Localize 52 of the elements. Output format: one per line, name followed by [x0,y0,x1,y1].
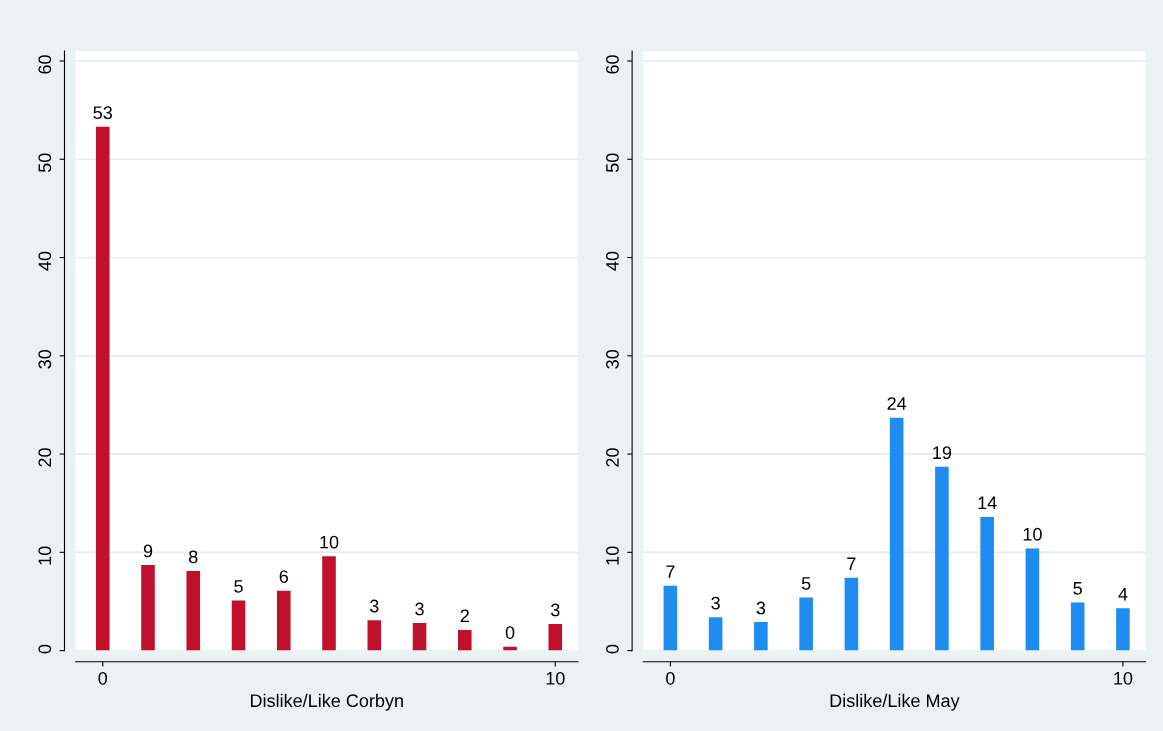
data-label: 3 [415,602,424,616]
x-tick-label: 10 [1114,671,1133,685]
y-tick-label: 60 [38,55,52,74]
bar [141,565,155,651]
data-label: 53 [93,106,112,120]
bar [412,623,427,651]
data-label: 10 [320,535,339,549]
y-tick-label: 50 [606,153,619,173]
x-axis-title: Dislike/Like May [830,693,960,711]
data-label: 7 [666,565,675,578]
data-label: 5 [801,577,811,590]
data-label: 0 [505,626,515,639]
bar [367,620,382,651]
data-label: 3 [756,601,766,615]
y-tick-label: 60 [606,55,619,74]
y-tick-label: 10 [38,546,52,565]
data-label: 5 [234,580,243,593]
x-tick-label: 0 [666,671,675,685]
data-label: 4 [1118,588,1128,601]
y-tick-label: 40 [38,251,52,271]
bar [458,629,472,651]
bar [548,624,563,651]
y-tick-label: 40 [606,251,619,271]
bar [231,600,246,651]
data-label: 3 [711,596,720,610]
data-label: 19 [933,446,952,460]
data-label: 14 [978,496,997,510]
bar [186,570,201,651]
data-label: 8 [189,550,198,564]
data-label: 10 [1023,527,1042,541]
x-tick-label: 10 [546,671,565,685]
y-tick-label: 30 [38,349,52,369]
data-label: 24 [887,397,907,410]
x-tick-label: 0 [98,671,108,685]
bar [322,556,336,651]
data-label: 5 [1073,582,1082,595]
bar [95,126,110,651]
bar [276,590,291,651]
data-label: 3 [369,599,379,613]
y-tick-label: 0 [606,644,619,654]
data-label: 2 [460,609,469,623]
y-tick-label: 20 [606,448,619,467]
data-label: 9 [143,544,153,558]
data-label: 6 [279,570,288,583]
data-label: 7 [847,557,856,570]
x-axis-title: Dislike/Like Corbyn [250,693,403,711]
y-tick-label: 0 [38,644,52,654]
y-tick-label: 10 [606,546,619,565]
y-tick-label: 20 [38,448,52,467]
y-tick-label: 30 [606,349,619,369]
y-tick-label: 50 [38,153,52,173]
data-label: 3 [550,603,560,617]
